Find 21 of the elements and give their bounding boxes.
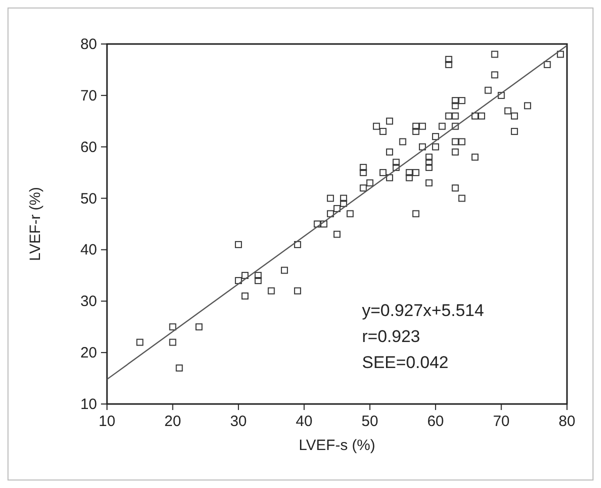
x-tick-label: 10 <box>98 413 116 430</box>
x-tick-label: 70 <box>492 413 510 430</box>
annotation: r=0.923 <box>362 327 420 346</box>
y-tick-label: 40 <box>80 242 97 259</box>
x-tick-label: 60 <box>427 413 444 430</box>
annotation: y=0.927x+5.514 <box>362 301 484 320</box>
y-tick-label: 20 <box>80 344 97 362</box>
y-axis-title: LVEF-r (%) <box>27 187 44 261</box>
x-tick-label: 50 <box>362 413 378 430</box>
y-tick-label: 10 <box>80 396 97 413</box>
annotation: SEE=0.042 <box>362 353 448 372</box>
x-tick-label: 20 <box>164 413 182 430</box>
x-axis-title: LVEF-s (%) <box>298 437 376 454</box>
x-tick-label: 30 <box>230 413 247 430</box>
y-tick-label: 80 <box>80 36 97 53</box>
y-tick-label: 50 <box>80 190 97 208</box>
y-tick-label: 60 <box>80 138 97 156</box>
x-tick-label: 80 <box>558 413 576 430</box>
x-tick-label: 40 <box>296 413 312 430</box>
y-tick-label: 70 <box>80 87 97 104</box>
y-tick-label: 30 <box>80 293 97 310</box>
